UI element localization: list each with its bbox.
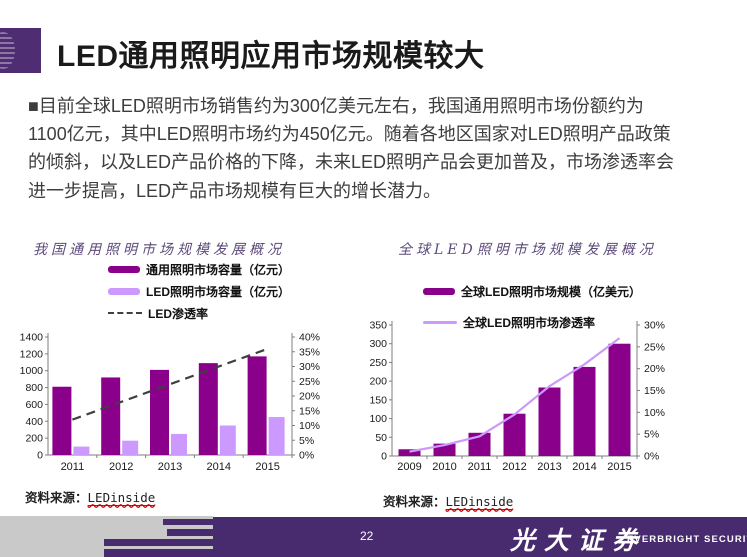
- svg-text:50: 50: [375, 432, 387, 444]
- dashed-line-swatch: [108, 312, 142, 314]
- svg-text:150: 150: [369, 394, 387, 406]
- svg-text:0%: 0%: [644, 451, 659, 463]
- brand-logo-english: EVERBRIGHT SECURITIES: [627, 534, 747, 545]
- legend-item: 全球LED照明市场规模（亿美元）: [423, 284, 642, 299]
- left-chart-legend: 通用照明市场容量（亿元） LED照明市场容量（亿元） LED渗透率: [108, 262, 290, 328]
- body-line: 进一步提高，LED产品市场规模有巨大的增长潜力。: [28, 180, 442, 201]
- svg-text:2012: 2012: [502, 461, 526, 473]
- svg-text:1200: 1200: [20, 348, 44, 360]
- svg-text:0: 0: [381, 451, 387, 463]
- source-label: 资料来源：: [383, 494, 446, 509]
- svg-text:2011: 2011: [468, 461, 492, 473]
- footer-logo-stripe: [163, 519, 213, 525]
- right-chart-source: 资料来源：LEDinside: [383, 491, 514, 510]
- svg-text:2013: 2013: [537, 461, 561, 473]
- svg-text:35%: 35%: [299, 346, 320, 358]
- svg-text:15%: 15%: [299, 405, 320, 417]
- dark-bar-swatch: [108, 265, 140, 273]
- svg-text:2009: 2009: [397, 461, 421, 473]
- legend-item: 全球LED照明市场渗透率: [423, 315, 641, 330]
- left-chart-source: 资料来源：LEDinside: [25, 487, 156, 506]
- legend-label: 全球LED照明市场规模（亿美元）: [461, 284, 642, 299]
- svg-text:1400: 1400: [20, 332, 44, 344]
- legend-label: 通用照明市场容量（亿元）: [146, 262, 291, 277]
- body-line: ■目前全球LED照明市场销售约为300亿美元左右，我国通用照明市场份额约为: [28, 96, 644, 116]
- slide-accent-emblem: [0, 28, 41, 73]
- source-link[interactable]: LEDinside: [445, 494, 514, 510]
- legend-item: LED照明市场容量（亿元）: [108, 284, 291, 299]
- svg-text:2015: 2015: [607, 461, 631, 473]
- right-chart-title: 全球LED照明市场规模发展概况: [398, 242, 657, 258]
- footer-logo-stripe: [104, 539, 213, 546]
- right-chart-legend: 全球LED照明市场规模（亿美元） 全球LED照明市场渗透率: [423, 284, 641, 346]
- svg-text:2013: 2013: [158, 461, 182, 473]
- svg-text:40%: 40%: [299, 332, 320, 344]
- svg-text:400: 400: [25, 416, 43, 428]
- svg-text:300: 300: [369, 338, 387, 350]
- svg-text:20%: 20%: [299, 391, 320, 403]
- svg-text:2014: 2014: [572, 461, 596, 473]
- source-label: 资料来源：: [25, 490, 88, 505]
- legend-item: LED渗透率: [108, 306, 290, 321]
- svg-text:600: 600: [25, 399, 43, 411]
- body-paragraph: ■目前全球LED照明市场销售约为300亿美元左右，我国通用照明市场份额约为 11…: [28, 92, 728, 205]
- svg-text:15%: 15%: [644, 385, 665, 397]
- legend-label: 全球LED照明市场渗透率: [463, 315, 596, 330]
- svg-text:2011: 2011: [61, 461, 85, 473]
- svg-text:5%: 5%: [299, 435, 314, 447]
- dark-bar-swatch: [423, 287, 455, 295]
- line-swatch: [423, 320, 457, 324]
- left-bar-chart: 0 200 400 600 800 1000 1200 1400 0% 5% 10% 15% 20% 25…: [20, 332, 320, 474]
- footer-logo-stripe: [167, 529, 213, 536]
- left-chart-title: 我国通用照明市场规模发展概况: [33, 242, 285, 258]
- page-title: LED通用照明应用市场规模较大: [57, 40, 485, 73]
- svg-text:5%: 5%: [644, 429, 659, 441]
- body-line: 1100亿元，其中LED照明市场约为450亿元。随着各地区国家对LED照明产品政…: [28, 124, 671, 145]
- right-bar-chart: 0 50 100 150 200 250 300 350 0% 5% 10% 15% 20% 25% 30%…: [369, 320, 665, 474]
- svg-text:2010: 2010: [432, 461, 456, 473]
- svg-text:2015: 2015: [255, 461, 279, 473]
- svg-text:20%: 20%: [644, 363, 665, 375]
- svg-text:100: 100: [369, 413, 387, 425]
- svg-text:800: 800: [25, 382, 43, 394]
- svg-text:10%: 10%: [299, 420, 320, 432]
- footer-logo-stripe: [104, 549, 213, 557]
- source-link[interactable]: LEDinside: [87, 490, 156, 506]
- legend-label: LED渗透率: [148, 306, 209, 321]
- svg-text:2014: 2014: [207, 461, 231, 473]
- svg-text:10%: 10%: [644, 407, 665, 419]
- svg-text:250: 250: [369, 357, 387, 369]
- legend-label: LED照明市场容量（亿元）: [146, 284, 291, 299]
- page-number: 22: [360, 529, 374, 543]
- svg-text:30%: 30%: [299, 361, 320, 373]
- svg-text:200: 200: [25, 433, 43, 445]
- svg-text:2012: 2012: [109, 461, 133, 473]
- svg-text:350: 350: [369, 320, 387, 332]
- svg-text:1000: 1000: [20, 365, 44, 377]
- svg-text:0%: 0%: [299, 450, 314, 462]
- emblem-stripes-decoration: [0, 32, 15, 69]
- svg-text:25%: 25%: [644, 341, 665, 353]
- brand-logo-chinese: 光大证券: [510, 526, 647, 555]
- svg-text:200: 200: [369, 376, 387, 388]
- svg-text:25%: 25%: [299, 376, 320, 388]
- light-bar-swatch: [108, 287, 140, 295]
- body-line: 的倾斜，以及LED产品价格的下降，未来LED照明产品会更加普及，市场渗透率会: [28, 152, 675, 173]
- legend-item: 通用照明市场容量（亿元）: [108, 262, 291, 277]
- svg-text:0: 0: [37, 450, 43, 462]
- svg-text:30%: 30%: [644, 320, 665, 332]
